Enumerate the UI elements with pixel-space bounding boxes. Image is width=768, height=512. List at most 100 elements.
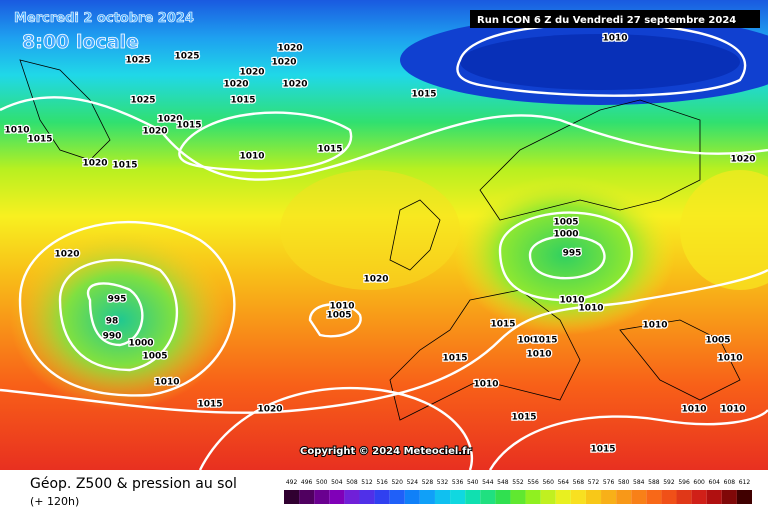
pressure-label: 1010	[717, 354, 742, 364]
pressure-label: 1015	[490, 320, 515, 330]
pressure-label: 1015	[442, 354, 467, 364]
pressure-label: 1025	[125, 56, 150, 66]
pressure-label: 1020	[271, 58, 296, 68]
pressure-label: 1020	[239, 68, 264, 78]
pressure-label: 1020	[82, 159, 107, 169]
pressure-label: 1005	[517, 336, 542, 346]
legend-swatch	[510, 490, 526, 504]
legend-swatch	[404, 490, 420, 504]
pressure-label: 1025	[174, 52, 199, 62]
legend-label: 500	[316, 479, 328, 486]
legend-swatch	[540, 490, 556, 504]
legend-label: 564	[558, 479, 570, 486]
pressure-label: 1010	[559, 296, 584, 306]
pressure-label: 1015	[112, 161, 137, 171]
pressure-label: 1015	[197, 400, 222, 410]
pressure-label: 1015	[317, 145, 342, 155]
legend-swatch	[676, 490, 692, 504]
legend-swatch	[434, 490, 451, 504]
legend-swatch	[419, 490, 435, 504]
footer-title: Géop. Z500 & pression au sol	[30, 476, 237, 492]
legend-swatch	[661, 490, 677, 504]
legend-swatch	[495, 490, 511, 504]
pressure-label: 1020	[142, 127, 167, 137]
pressure-label: 98	[106, 317, 119, 327]
legend-swatch	[314, 490, 330, 504]
legend-label: 504	[331, 479, 343, 486]
pressure-label: 1005	[142, 352, 167, 362]
legend-swatch	[631, 490, 647, 504]
legend-label: 576	[603, 479, 615, 486]
pressure-label: 1015	[511, 413, 536, 423]
legend-label: 520	[391, 479, 403, 486]
legend-label: 496	[301, 479, 313, 486]
pressure-label: 1010	[473, 380, 498, 390]
legend-label: 580	[618, 479, 630, 486]
forecast-time: 8:00 locale	[22, 31, 139, 53]
legend-label: 600	[693, 479, 705, 486]
pressure-label: 1020	[54, 250, 79, 260]
pressure-label: 1010	[4, 126, 29, 136]
legend-label: 524	[407, 479, 419, 486]
pressure-label: 1020	[730, 155, 755, 165]
pressure-label: 990	[103, 332, 122, 342]
pressure-label: 1010	[526, 350, 551, 360]
legend-swatch	[585, 490, 602, 504]
legend-swatch	[374, 490, 390, 504]
legend-swatch	[359, 490, 375, 504]
pressure-label: 1010	[642, 321, 667, 331]
legend-swatch	[736, 490, 752, 504]
pressure-label: 1015	[590, 445, 615, 455]
pressure-label: 1010	[154, 378, 179, 388]
legend-label: 560	[542, 479, 554, 486]
map	[0, 0, 768, 471]
legend-swatch	[329, 490, 345, 504]
legend-swatch	[616, 490, 632, 504]
legend-swatch	[299, 490, 315, 504]
legend-label: 592	[663, 479, 675, 486]
legend-label: 540	[467, 479, 479, 486]
legend-label: 516	[376, 479, 388, 486]
legend-label: 544	[482, 479, 494, 486]
legend-swatch	[601, 490, 617, 504]
pressure-label: 1005	[553, 218, 578, 228]
pressure-label: 1010	[681, 405, 706, 415]
pressure-label: 1000	[128, 339, 153, 349]
pressure-label: 1020	[223, 80, 248, 90]
legend-label: 604	[709, 479, 721, 486]
legend-swatch	[450, 490, 466, 504]
run-box	[470, 10, 760, 28]
legend-swatch	[706, 490, 722, 504]
legend-label: 608	[724, 479, 736, 486]
pressure-label: 1015	[27, 135, 52, 145]
legend-label: 508	[346, 479, 358, 486]
pressure-label: 1015	[411, 90, 436, 100]
footer-subtitle: (+ 120h)	[30, 495, 79, 508]
legend-label: 536	[452, 479, 464, 486]
pressure-label: 1020	[363, 275, 388, 285]
pressure-label: 995	[563, 249, 582, 259]
pressure-label: 1010	[578, 304, 603, 314]
legend-swatch	[570, 490, 586, 504]
pressure-label: 1010	[329, 302, 354, 312]
legend-swatch	[691, 490, 707, 504]
pressure-label: 1025	[130, 96, 155, 106]
legend-label: 528	[422, 479, 434, 486]
pressure-label: 1010	[239, 152, 264, 162]
legend-label: 584	[633, 479, 645, 486]
legend-swatch	[389, 490, 405, 504]
legend-label: 548	[497, 479, 509, 486]
pressure-label: 1020	[277, 44, 302, 54]
pressure-label: 1015	[230, 96, 255, 106]
color-legend: 492 496 500 504 508 512 516 520 524 528 532 536 540 5…	[284, 479, 752, 504]
legend-swatch	[555, 490, 571, 504]
pressure-label: 1010	[720, 405, 745, 415]
legend-label: 572	[588, 479, 600, 486]
pressure-label: 1015	[532, 336, 557, 346]
legend-swatch	[721, 490, 737, 504]
pressure-label: 1020	[157, 115, 182, 125]
pressure-label: 1000	[553, 230, 578, 240]
legend-swatch	[480, 490, 496, 504]
pressure-label: 1005	[705, 336, 730, 346]
